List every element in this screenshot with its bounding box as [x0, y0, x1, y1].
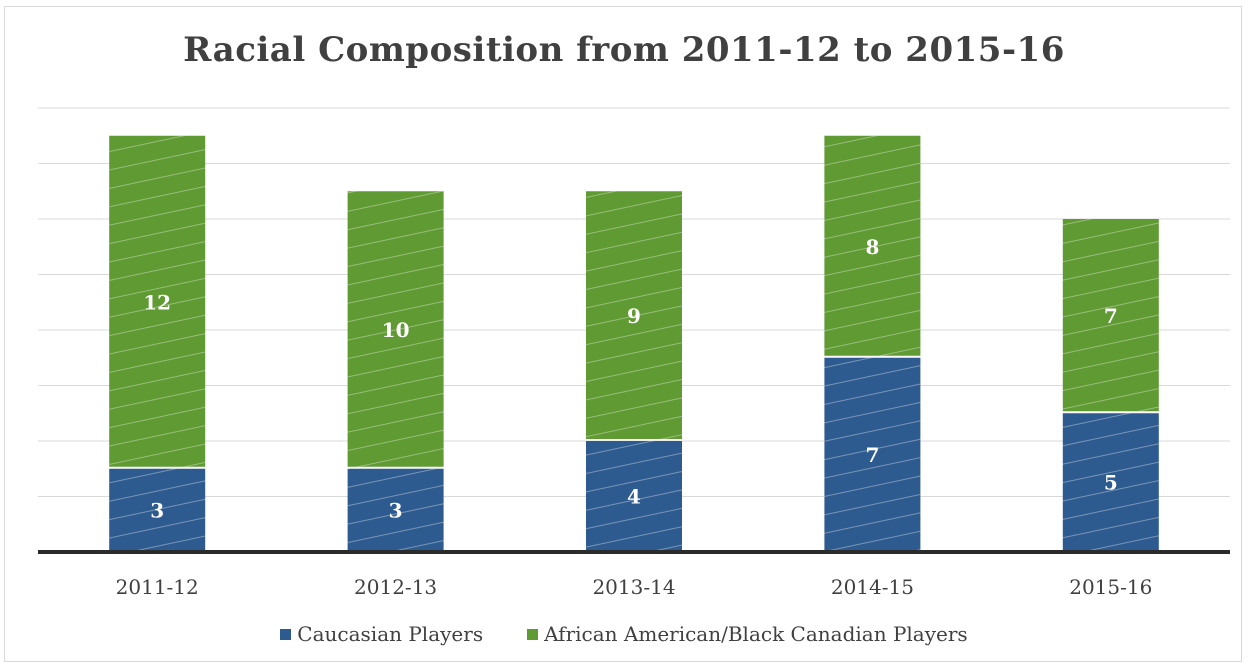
x-tick-label-2014-15: 2014-15 — [831, 575, 914, 599]
data-label-african-american-2014-15: 8 — [865, 235, 879, 259]
x-tick-label-2011-12: 2011-12 — [116, 575, 199, 599]
legend-swatch-caucasian — [280, 628, 292, 640]
bar-texture-caucasian-2011-12 — [109, 468, 206, 552]
bar-texture-african-american-2011-12 — [109, 135, 206, 467]
legend-swatch-african-american — [527, 628, 539, 640]
legend-item-african-american: African American/Black Canadian Players — [527, 622, 968, 646]
bar-texture-caucasian-2012-13 — [347, 468, 444, 552]
x-tick-label-2012-13: 2012-13 — [354, 575, 437, 599]
data-label-caucasian-2011-12: 3 — [150, 498, 164, 522]
bar-texture-african-american-2013-14 — [586, 191, 682, 439]
legend-label-african-american: African American/Black Canadian Players — [544, 622, 968, 646]
data-label-african-american-2012-13: 10 — [382, 318, 410, 342]
legend-item-caucasian: Caucasian Players — [280, 622, 483, 646]
chart-title: Racial Composition from 2011-12 to 2015-… — [183, 30, 1065, 70]
x-tick-label-2015-16: 2015-16 — [1069, 575, 1152, 599]
data-label-caucasian-2012-13: 3 — [389, 498, 403, 522]
data-label-caucasian-2013-14: 4 — [627, 485, 641, 509]
bar-texture-caucasian-2014-15 — [824, 357, 921, 552]
data-label-african-american-2011-12: 12 — [143, 290, 171, 314]
chart-legend: Caucasian Players African American/Black… — [0, 622, 1248, 646]
bar-texture-african-american-2015-16 — [1062, 219, 1159, 412]
bar-texture-caucasian-2013-14 — [586, 441, 682, 552]
bar-texture-caucasian-2015-16 — [1062, 413, 1159, 552]
bar-texture-african-american-2012-13 — [347, 191, 444, 467]
bar-texture-african-american-2014-15 — [824, 135, 921, 356]
data-label-african-american-2015-16: 7 — [1104, 304, 1118, 328]
legend-label-caucasian: Caucasian Players — [297, 622, 484, 646]
data-label-caucasian-2015-16: 5 — [1104, 471, 1118, 495]
x-tick-label-2013-14: 2013-14 — [592, 575, 675, 599]
data-label-caucasian-2014-15: 7 — [865, 443, 879, 467]
data-label-african-american-2013-14: 9 — [627, 304, 641, 328]
